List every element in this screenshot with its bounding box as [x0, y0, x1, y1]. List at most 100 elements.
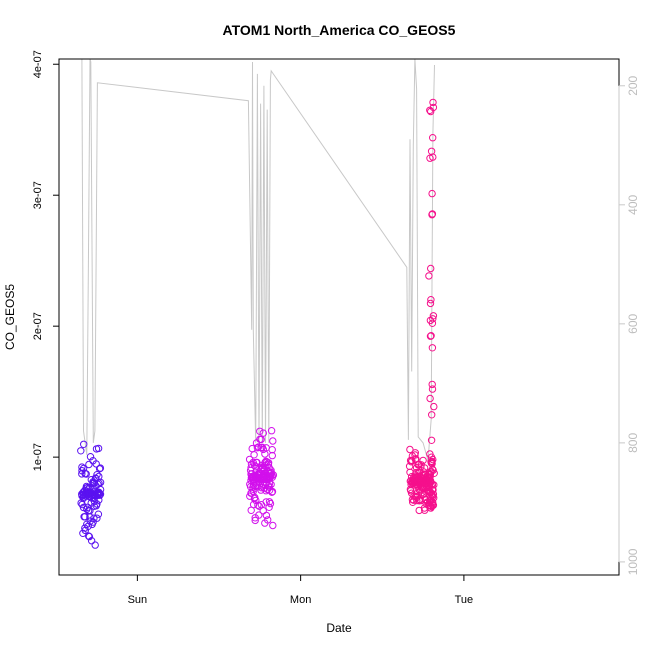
- data-point: [85, 532, 94, 541]
- data-point: [429, 153, 437, 161]
- data-point: [81, 513, 89, 521]
- data-point: [93, 514, 101, 522]
- data-point: [93, 500, 101, 508]
- data-point: [259, 429, 267, 437]
- data-point: [429, 103, 438, 112]
- data-point: [80, 440, 88, 448]
- data-point: [84, 522, 92, 530]
- data-point: [250, 494, 259, 503]
- data-point: [252, 496, 260, 505]
- data-point: [429, 498, 437, 507]
- data-point: [425, 272, 433, 280]
- secondary-y-tick-label: 800: [626, 433, 640, 453]
- data-point: [429, 98, 437, 107]
- data-point: [406, 445, 414, 454]
- series-points: [77, 440, 105, 549]
- data-point: [90, 514, 98, 522]
- data-point: [408, 456, 416, 465]
- data-point: [250, 451, 258, 459]
- data-point: [430, 402, 438, 411]
- data-point: [95, 465, 104, 473]
- data-point: [428, 210, 437, 218]
- secondary-y-tick-label: 1000: [626, 548, 640, 575]
- data-point: [428, 380, 436, 389]
- data-point: [429, 455, 437, 464]
- data-point: [427, 436, 436, 444]
- data-point: [255, 502, 263, 510]
- data-point: [429, 490, 438, 498]
- data-point: [77, 447, 85, 455]
- data-point: [93, 471, 101, 479]
- data-point: [430, 481, 438, 489]
- series-points: [245, 427, 278, 530]
- data-point: [419, 456, 427, 465]
- data-point: [265, 503, 273, 511]
- secondary-y-tick-label: 200: [626, 75, 640, 95]
- data-point: [269, 437, 277, 445]
- x-tick-label: Sun: [128, 594, 148, 606]
- data-point: [429, 312, 438, 320]
- data-point: [427, 264, 435, 273]
- data-point: [429, 315, 437, 323]
- data-point: [96, 464, 105, 472]
- data-point: [87, 537, 96, 545]
- data-point: [82, 470, 90, 478]
- data-point: [428, 385, 437, 393]
- data-point: [269, 521, 277, 530]
- y-tick-label: 2e-07: [32, 312, 44, 340]
- data-point: [422, 496, 430, 504]
- y-tick-label: 3e-07: [32, 181, 44, 209]
- data-point: [85, 460, 93, 469]
- data-point: [94, 444, 103, 453]
- data-point: [96, 485, 105, 494]
- x-tick-label: Tue: [455, 594, 474, 606]
- data-point: [268, 451, 276, 460]
- data-point: [266, 499, 275, 508]
- pressure-line: [81, 58, 435, 461]
- data-point: [96, 478, 105, 487]
- data-point: [251, 516, 259, 525]
- y-axis-label: CO_GEOS5: [3, 284, 17, 350]
- data-point: [269, 471, 278, 479]
- data-point: [427, 332, 435, 340]
- y-tick-label: 1e-07: [32, 443, 44, 471]
- data-point: [256, 427, 264, 435]
- pressure-line-layer: [81, 58, 435, 461]
- data-point: [268, 488, 276, 496]
- data-point: [268, 487, 277, 496]
- data-point: [255, 511, 263, 519]
- data-point: [91, 541, 99, 549]
- data-point: [94, 510, 103, 518]
- data-point: [257, 435, 265, 444]
- data-point: [428, 411, 436, 419]
- y-axis: 1e-07 2e-07 3e-07 4e-07: [32, 50, 60, 471]
- data-point: [267, 480, 275, 489]
- data-point: [428, 189, 436, 198]
- data-point: [430, 494, 438, 502]
- x-axis: Sun Mon Tue: [128, 574, 474, 606]
- data-point: [264, 516, 272, 524]
- secondary-y-tick-label: 400: [626, 194, 640, 214]
- data-point: [429, 134, 437, 142]
- data-points-layer: [77, 98, 438, 549]
- data-point: [86, 453, 95, 461]
- data-point: [95, 489, 104, 498]
- data-point: [429, 501, 438, 509]
- data-point: [426, 394, 434, 403]
- data-point: [427, 296, 435, 304]
- data-point: [262, 511, 271, 520]
- data-point: [258, 443, 266, 451]
- data-point: [429, 466, 437, 474]
- data-point: [265, 498, 274, 506]
- data-point: [267, 427, 276, 435]
- data-point: [264, 459, 273, 467]
- data-point: [430, 469, 438, 477]
- data-point: [428, 319, 437, 327]
- series-points: [405, 98, 438, 515]
- data-point: [86, 507, 94, 515]
- data-point: [254, 501, 262, 509]
- chart-title: ATOM1 North_America CO_GEOS5: [223, 22, 456, 38]
- secondary-y-axis: 200 400 600 800 1000: [618, 75, 640, 575]
